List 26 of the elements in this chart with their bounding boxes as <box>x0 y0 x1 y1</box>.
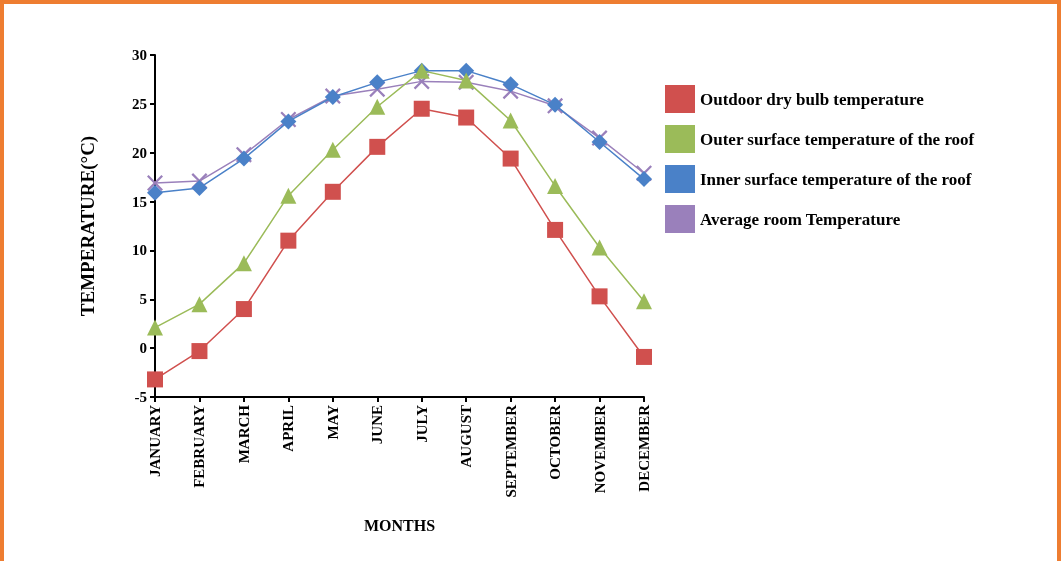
legend-label: Outer surface temperature of the roof <box>700 129 975 149</box>
legend-label: Average room Temperature <box>700 209 901 229</box>
x-tick-label: FEBRUARY <box>191 404 208 488</box>
x-tick-label: MAY <box>324 404 341 440</box>
y-tick-label: 15 <box>132 193 147 210</box>
x-tick-label: JULY <box>413 404 430 443</box>
y-tick-label: 5 <box>139 291 147 308</box>
x-tick-label: OCTOBER <box>547 404 564 480</box>
legend-label: Inner surface temperature of the roof <box>700 169 972 189</box>
x-tick-label: APRIL <box>280 405 297 452</box>
x-tick-label: DECEMBER <box>636 404 652 492</box>
x-tick-label: JANUARY <box>147 404 163 477</box>
y-tick-label: 20 <box>132 144 147 161</box>
x-tick-label: MARCH <box>235 404 252 464</box>
y-tick-label: 25 <box>132 95 147 112</box>
legend-label: Outdoor dry bulb temperature <box>700 89 925 109</box>
x-tick-label: JUNE <box>369 405 386 445</box>
y-tick-label: 10 <box>132 242 147 259</box>
x-tick-label: AUGUST <box>458 405 475 468</box>
y-tick-label: 30 <box>132 47 147 63</box>
x-tick-label: NOVEMBER <box>591 404 608 494</box>
y-axis-title: TEMPERATURE(°C) <box>77 135 99 317</box>
y-tick-label: -5 <box>134 389 147 405</box>
y-tick-label: 0 <box>139 340 147 357</box>
x-axis-title: MONTHS <box>363 516 436 534</box>
x-tick-label: SEPTEMBER <box>502 404 519 498</box>
